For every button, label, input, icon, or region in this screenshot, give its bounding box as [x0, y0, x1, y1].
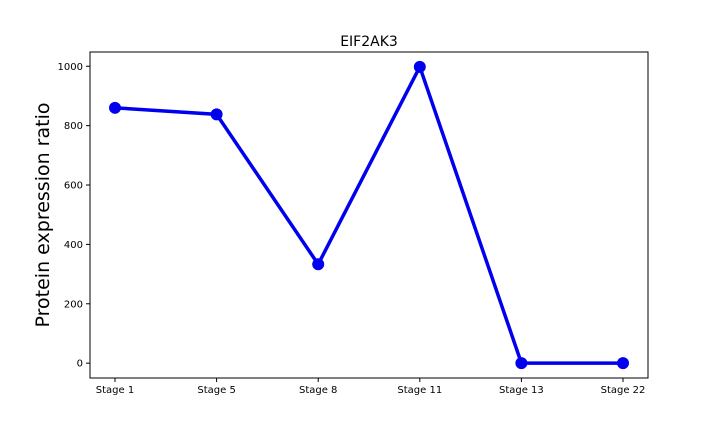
x-tick-label: Stage 13 [499, 385, 544, 396]
y-axis-label: Protein expression ratio [32, 103, 54, 328]
data-point [413, 60, 426, 73]
data-point [109, 101, 121, 114]
data-point [312, 258, 325, 271]
plot-area-frame [89, 51, 649, 379]
chart-title: EIF2AK3 [340, 34, 398, 50]
x-tick-label: Stage 1 [96, 385, 134, 396]
y-tick-label: 1000 [58, 62, 83, 73]
y-tick-label: 800 [64, 121, 83, 132]
y-tick-label: 400 [64, 240, 83, 251]
plot-content [109, 60, 629, 370]
y-tick-label: 600 [64, 181, 83, 192]
data-point [617, 357, 629, 370]
x-tick-label: Stage 5 [197, 385, 235, 396]
y-tick-label: 200 [64, 299, 83, 310]
y-axis-ticks: 0 200 400 600 800 1000 [58, 62, 90, 370]
data-point [515, 357, 528, 370]
x-axis-ticks: Stage 1 Stage 5 Stage 8 Stage 11 Stage 13 Sta… [96, 378, 646, 396]
x-tick-label: Stage 22 [601, 385, 646, 396]
series-line [114, 62, 623, 365]
x-tick-label: Stage 8 [299, 385, 337, 396]
x-tick-label: Stage 11 [397, 385, 442, 396]
y-tick-label: 0 [77, 359, 83, 370]
data-point [210, 108, 223, 121]
